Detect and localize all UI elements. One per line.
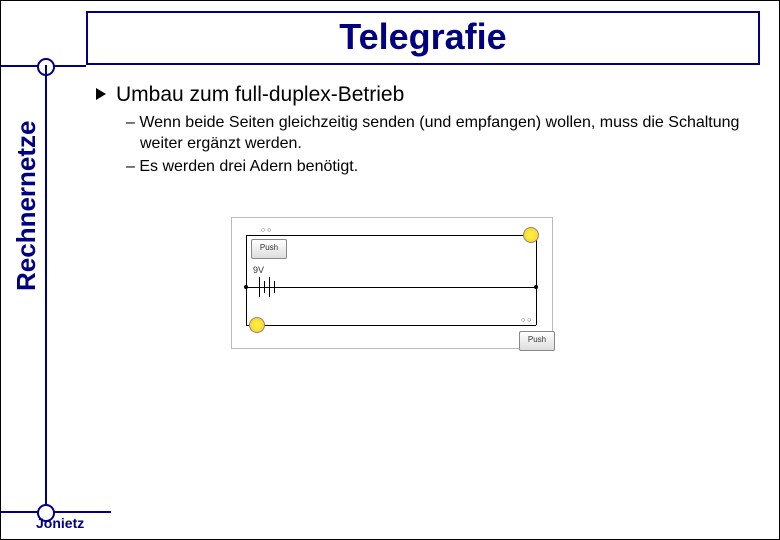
decor-line (1, 511, 111, 513)
heading-text: Umbau zum full-duplex-Betrieb (116, 83, 404, 106)
switch-symbol: ○ ○ (521, 317, 531, 324)
sub-bullet: Es werden drei Adern benötigt. (126, 157, 761, 178)
wire (246, 325, 536, 326)
lamp-icon (523, 227, 539, 243)
wire (246, 235, 247, 325)
switch-symbol: ○ ○ (261, 227, 271, 234)
battery-symbol (274, 281, 275, 293)
diagram-frame (231, 217, 553, 349)
slide: { "title": "Telegrafie", "sidebar": "Rec… (0, 0, 780, 540)
content-area: Umbau zum full-duplex-Betrieb Wenn beide… (96, 83, 761, 179)
decor-line (45, 65, 47, 511)
lamp-icon (249, 317, 265, 333)
battery-symbol (264, 281, 265, 293)
heading: Umbau zum full-duplex-Betrieb (96, 83, 761, 107)
node-dot (534, 285, 538, 289)
wire (246, 235, 536, 236)
page-title: Telegrafie (88, 13, 758, 61)
footer-author: Jonietz (36, 515, 84, 531)
battery-symbol (259, 277, 260, 297)
circuit-diagram: Push ○ ○ 9V ○ ○ Push (231, 217, 571, 367)
battery-symbol (269, 277, 270, 297)
node-dot (244, 285, 248, 289)
push-button: Push (251, 239, 287, 259)
title-box: Telegrafie (86, 11, 760, 65)
push-button: Push (519, 331, 555, 351)
sub-bullet: Wenn beide Seiten gleichzeitig senden (u… (126, 113, 761, 155)
wire (536, 235, 537, 325)
battery-label: 9V (253, 265, 264, 275)
bullet-icon (96, 88, 106, 100)
sidebar-label: Rechnernetze (11, 121, 42, 292)
wire (246, 287, 536, 288)
